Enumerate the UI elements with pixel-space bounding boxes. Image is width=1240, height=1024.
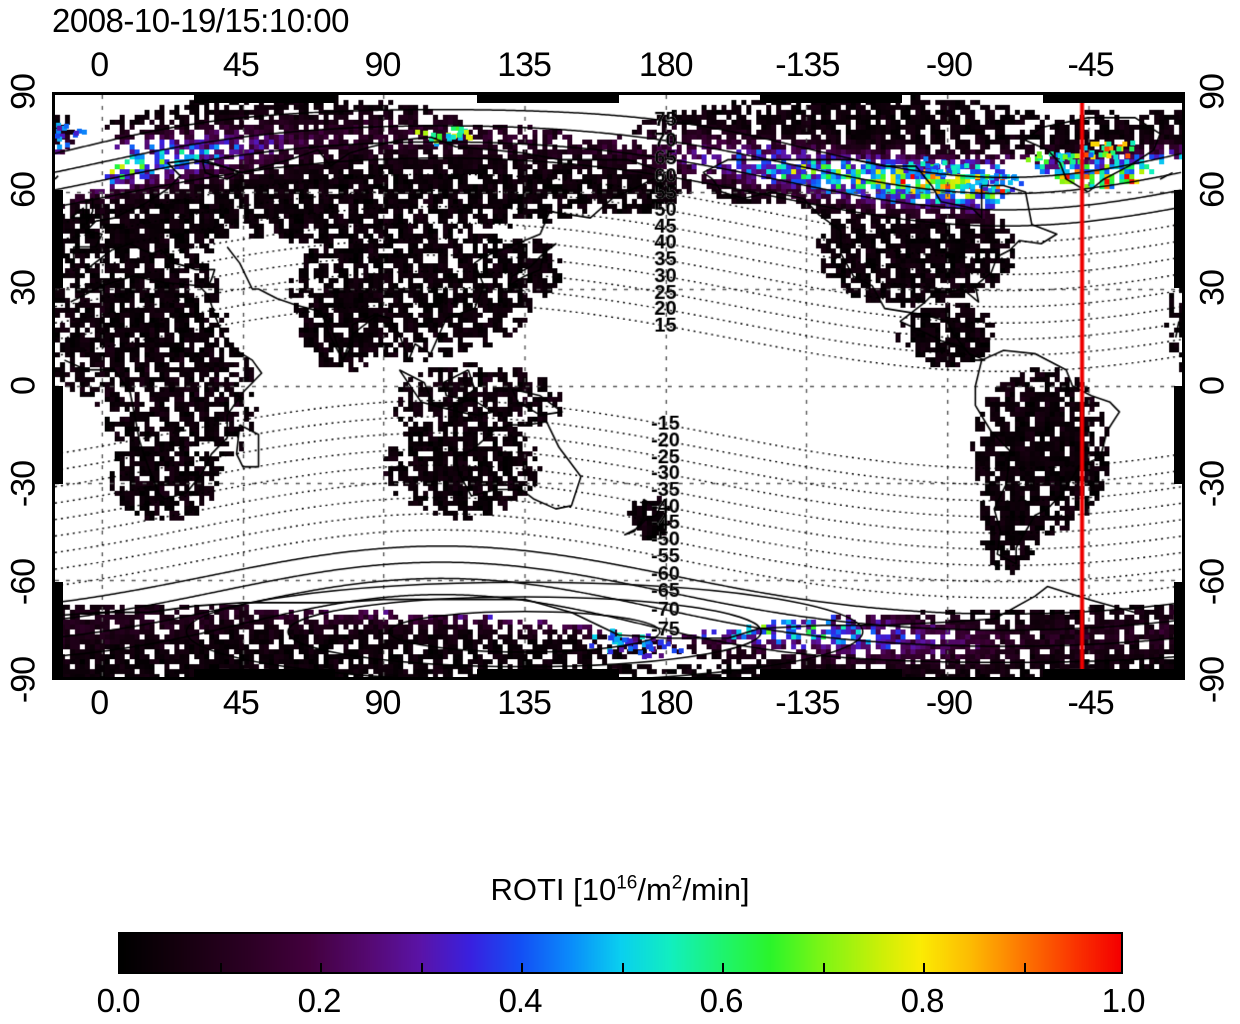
colorbar-tick (320, 963, 322, 972)
colorbar-tick (521, 963, 523, 972)
x-axis-bottom-tick-label: 0 (90, 684, 109, 722)
x-axis-bottom-tick-label: 45 (222, 684, 260, 722)
axis-scale-bar (1043, 95, 1185, 103)
colorbar-tick-label: 0.2 (297, 982, 342, 1019)
colorbar-tick (621, 963, 624, 972)
x-axis-top-tick-label: 180 (638, 46, 694, 84)
y-axis-left-tick-label: 0 (4, 377, 43, 395)
map-plot-frame (52, 92, 1185, 680)
x-axis-top-tick-label: -135 (775, 46, 840, 84)
x-axis-bottom-tick-label: -45 (1067, 684, 1115, 722)
colorbar-tick (420, 963, 423, 972)
axis-scale-bar (1043, 669, 1185, 677)
axis-scale-bar (1174, 386, 1182, 484)
colorbar-tick (822, 963, 825, 972)
axis-scale-bar (55, 190, 63, 288)
axis-scale-bar (476, 95, 619, 103)
x-axis-top-tick-label: -45 (1067, 46, 1115, 84)
axis-scale-bar (760, 669, 902, 677)
y-axis-left-tick-label: -30 (4, 460, 43, 508)
y-axis-right-tick-label: -60 (1193, 558, 1232, 606)
colorbar-tick-label: 0.4 (498, 982, 543, 1019)
colorbar-tick (1023, 963, 1026, 972)
axis-scale-bar (1174, 190, 1182, 288)
y-axis-left-tick-label: 90 (4, 74, 43, 110)
colorbar[interactable] (118, 932, 1123, 974)
page-title: 2008-10-19/15:10:00 (52, 2, 349, 39)
colorbar-tick-label: 1.0 (1101, 982, 1146, 1019)
x-axis-bottom-tick-label: -90 (925, 684, 973, 722)
y-axis-right-tick-label: 60 (1193, 172, 1232, 208)
y-axis-left-tick-label: 30 (4, 270, 43, 306)
x-axis-top-tick-label: 45 (222, 46, 260, 84)
y-axis-left-tick-label: -90 (4, 656, 43, 704)
colorbar-tick-label: 0.6 (699, 982, 744, 1019)
colorbar-tick (722, 963, 724, 972)
y-axis-right-tick-label: 0 (1193, 377, 1232, 395)
colorbar-tick (923, 963, 925, 972)
axis-scale-bar (476, 669, 619, 677)
axis-scale-bar (1174, 582, 1182, 680)
colorbar-tick-label: 0.8 (900, 982, 945, 1019)
axis-scale-bar (193, 95, 336, 103)
x-axis-bottom-tick-label: -135 (775, 684, 840, 722)
y-axis-left-tick-label: -60 (4, 558, 43, 606)
y-axis-right-tick-label: 90 (1193, 74, 1232, 110)
colorbar-label: ROTI [1016/m2/min] (490, 872, 750, 907)
colorbar-tick-label: 0.0 (96, 982, 141, 1019)
x-axis-top-tick-label: 0 (90, 46, 109, 84)
roti-map-canvas (55, 95, 1182, 677)
y-axis-left-tick-label: 60 (4, 172, 43, 208)
y-axis-right-tick-label: 30 (1193, 270, 1232, 306)
y-axis-right-tick-label: -30 (1193, 460, 1232, 508)
x-axis-top-tick-label: 90 (364, 46, 402, 84)
axis-scale-bar (193, 669, 336, 677)
x-axis-bottom-tick-label: 90 (364, 684, 402, 722)
x-axis-bottom-tick-label: 135 (497, 684, 552, 722)
y-axis-right-tick-label: -90 (1193, 656, 1232, 704)
x-axis-top-tick-label: -90 (925, 46, 973, 84)
colorbar-tick (219, 963, 222, 972)
axis-scale-bar (760, 95, 902, 103)
x-axis-top-tick-label: 135 (497, 46, 552, 84)
axis-scale-bar (55, 582, 63, 680)
axis-scale-bar (55, 386, 63, 484)
colorbar-gradient (120, 934, 1121, 972)
x-axis-bottom-tick-label: 180 (638, 684, 694, 722)
